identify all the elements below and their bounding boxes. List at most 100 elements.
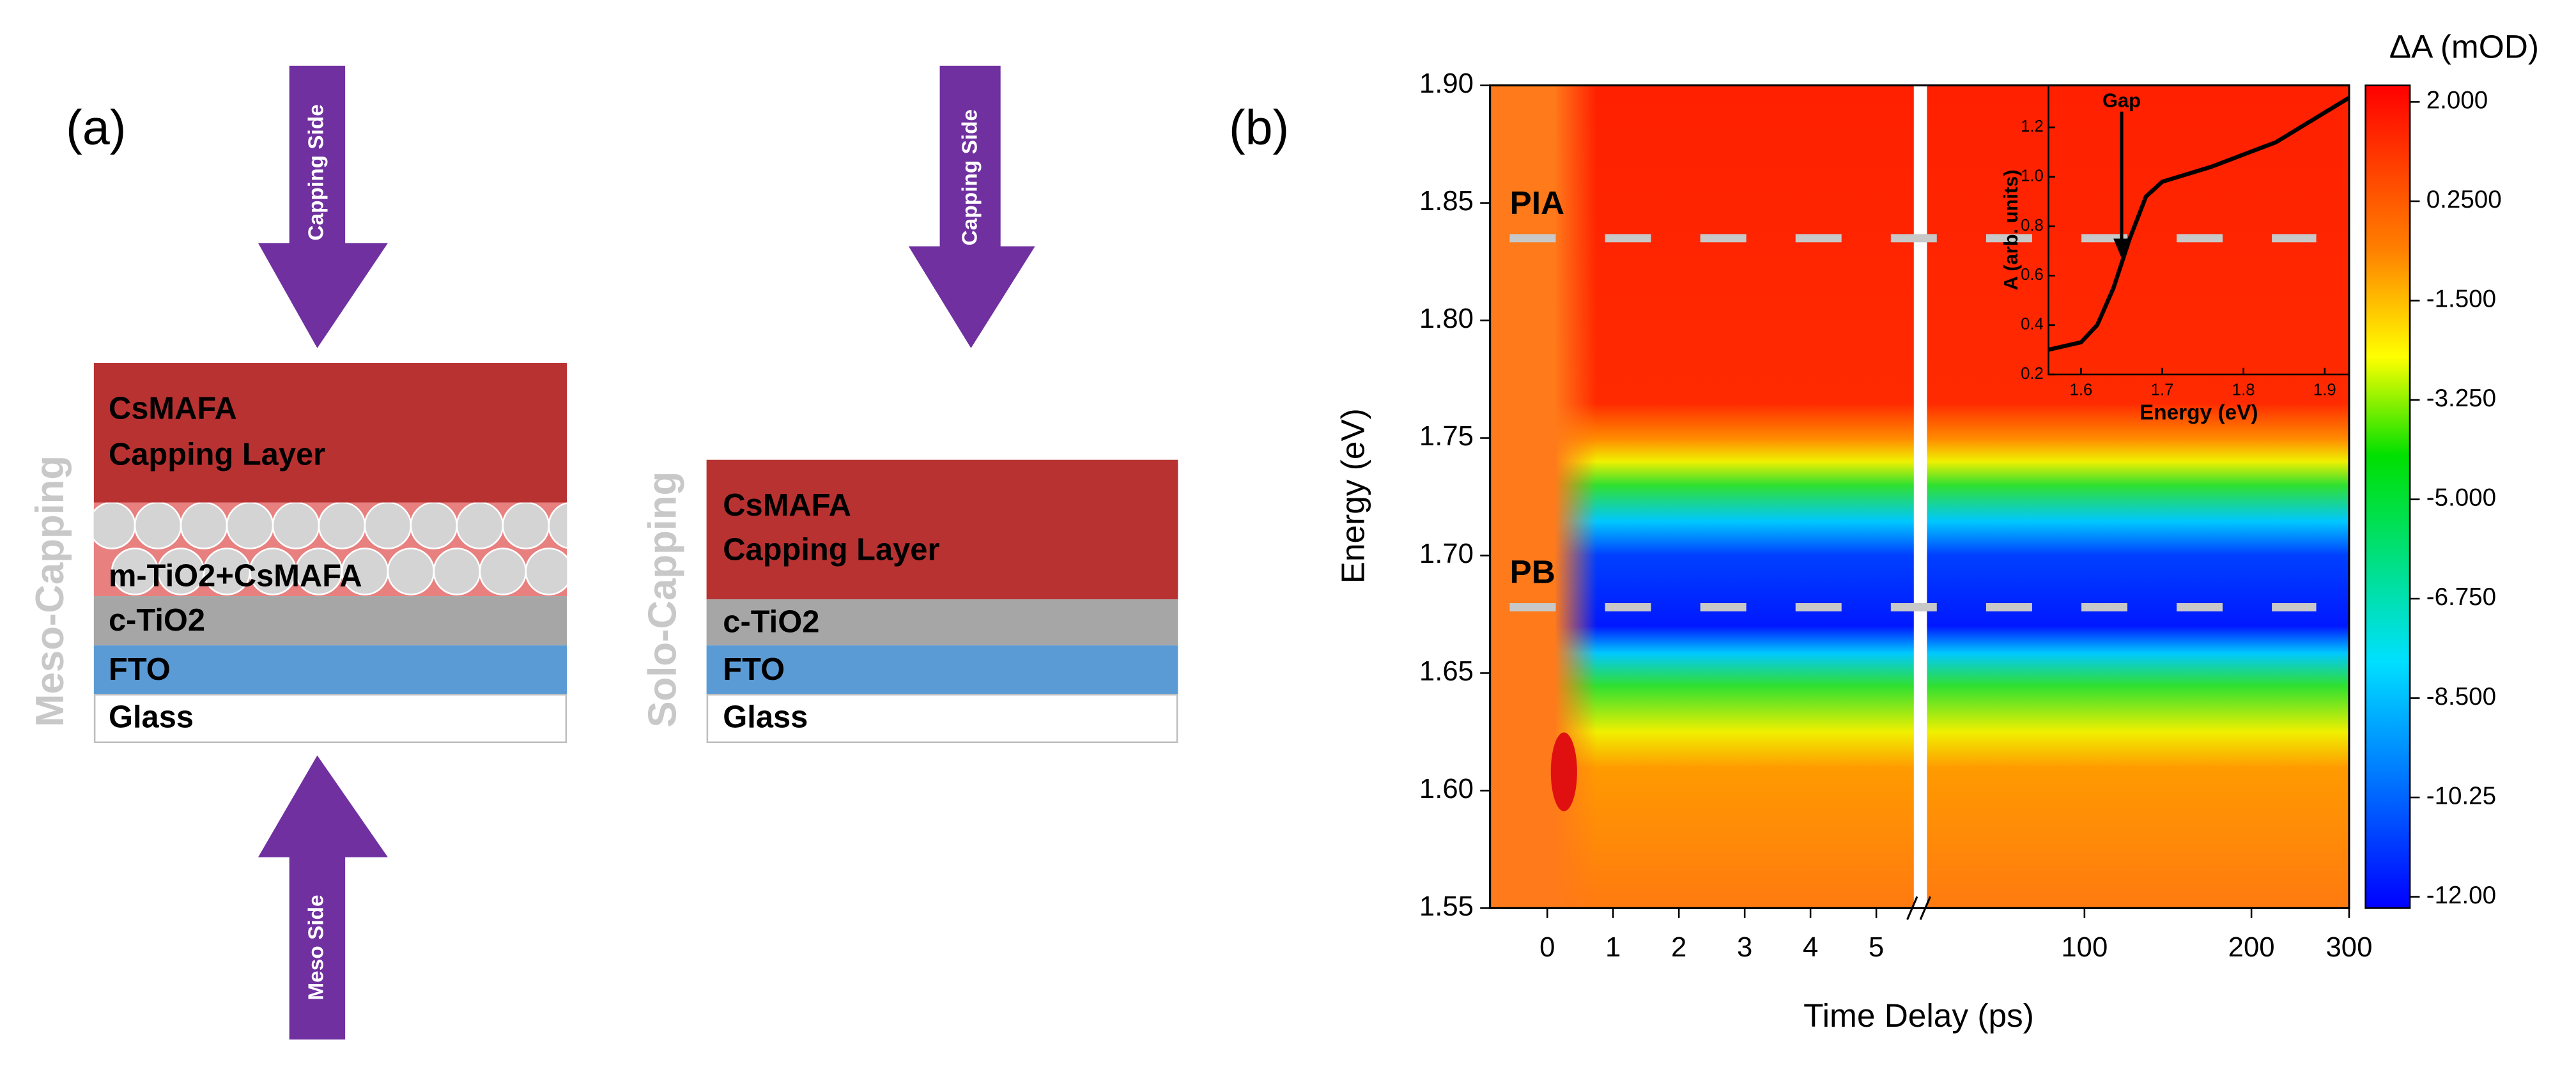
side-label: Solo-Capping bbox=[641, 472, 685, 728]
layer-label: Glass bbox=[723, 700, 808, 735]
x-tick-label: 300 bbox=[2325, 932, 2372, 963]
x-tick-label: 0 bbox=[1539, 932, 1555, 963]
y-tick-label: 1.70 bbox=[1419, 538, 1474, 569]
arrow bbox=[908, 65, 1035, 348]
inset-arrowhead bbox=[2113, 238, 2130, 259]
annotation: PB bbox=[1509, 553, 1555, 590]
y-tick-label: 1.60 bbox=[1419, 773, 1474, 804]
particles bbox=[93, 502, 618, 595]
x-tick-label: 1 bbox=[1605, 932, 1621, 963]
heatmap bbox=[1550, 732, 1577, 811]
layer bbox=[706, 599, 1178, 646]
y-tick-label: 1.90 bbox=[1419, 68, 1474, 99]
layer-label: CsMAFA bbox=[109, 391, 237, 426]
inset-y-tick-label: 0.6 bbox=[2021, 266, 2044, 284]
inset-y-title: A (arb. units) bbox=[2000, 169, 2022, 290]
layer-label: FTO bbox=[109, 652, 171, 687]
x-axis-title: Time Delay (ps) bbox=[1803, 997, 2034, 1034]
particle bbox=[502, 502, 550, 549]
x-tick-label: 4 bbox=[1803, 932, 1818, 963]
inset-x-tick-label: 1.9 bbox=[2313, 381, 2336, 399]
heatmap bbox=[1490, 85, 1556, 909]
inset-x-tick-label: 1.8 bbox=[2232, 381, 2255, 399]
colorbar-tick-label: 2.000 bbox=[2426, 87, 2488, 114]
inset-y-tick-label: 0.2 bbox=[2021, 365, 2044, 383]
colorbar-tick-label: -6.750 bbox=[2426, 583, 2496, 611]
particle bbox=[387, 548, 435, 595]
colorbar-tick-label: -5.000 bbox=[2426, 484, 2496, 512]
axis-break bbox=[1913, 85, 1927, 909]
layer bbox=[706, 645, 1178, 695]
layer-label: c-TiO2 bbox=[109, 603, 205, 638]
layer bbox=[93, 693, 567, 744]
inset-x-tick-label: 1.7 bbox=[2151, 381, 2174, 399]
layer-label: Capping Layer bbox=[723, 533, 939, 567]
inset-y-tick-label: 0.8 bbox=[2021, 217, 2044, 234]
particle bbox=[364, 502, 412, 549]
particle bbox=[572, 548, 618, 594]
colorbar-title: ΔA (mOD) bbox=[2389, 28, 2539, 65]
y-axis-title: Energy (eV) bbox=[1334, 408, 1371, 583]
colorbar-tick-label: -10.25 bbox=[2426, 782, 2496, 809]
arrow-label: Capping Side bbox=[958, 109, 982, 245]
inset-annotation: Gap bbox=[2102, 89, 2141, 112]
x-tick-label: 100 bbox=[2061, 932, 2108, 963]
y-tick-label: 1.65 bbox=[1419, 656, 1474, 687]
layer bbox=[93, 596, 567, 646]
layer-label: Glass bbox=[109, 700, 194, 735]
side-label: Meso-Capping bbox=[28, 456, 72, 727]
arrow bbox=[258, 755, 388, 1040]
layer-label: FTO bbox=[723, 652, 785, 687]
colorbar-tick-label: -12.00 bbox=[2426, 882, 2496, 909]
x-tick-label: 3 bbox=[1737, 932, 1752, 963]
particle bbox=[272, 502, 320, 549]
y-tick-label: 1.55 bbox=[1419, 891, 1474, 922]
inset-y-tick-label: 1.0 bbox=[2021, 167, 2044, 185]
particle bbox=[180, 502, 228, 549]
arrow bbox=[258, 65, 388, 348]
colorbar-tick-label: 0.2500 bbox=[2426, 186, 2502, 213]
particle bbox=[134, 502, 182, 549]
inset-y-tick-label: 1.2 bbox=[2021, 118, 2044, 135]
inset-x-tick-label: 1.6 bbox=[2070, 381, 2093, 399]
colorbar bbox=[2364, 84, 2411, 909]
layer bbox=[706, 693, 1178, 744]
y-tick-label: 1.85 bbox=[1419, 185, 1474, 217]
colorbar-tick-label: -8.500 bbox=[2426, 683, 2496, 710]
particle bbox=[525, 548, 567, 595]
layer bbox=[93, 363, 567, 503]
particle bbox=[93, 502, 136, 549]
x-tick-label: 200 bbox=[2228, 932, 2275, 963]
particle bbox=[410, 502, 458, 549]
layer-label: CsMAFA bbox=[723, 488, 851, 523]
particle bbox=[318, 502, 366, 549]
y-tick-label: 1.75 bbox=[1419, 420, 1474, 452]
inset-frame bbox=[2048, 84, 2350, 376]
layer bbox=[93, 645, 567, 695]
break-mark bbox=[1906, 896, 1931, 920]
colorbar-tick-label: -3.250 bbox=[2426, 385, 2496, 412]
x-tick-label: 2 bbox=[1671, 932, 1686, 963]
x-tick-label: 5 bbox=[1869, 932, 1884, 963]
arrow-label: Capping Side bbox=[304, 104, 328, 240]
inset-x-title: Energy (eV) bbox=[2140, 401, 2258, 425]
layer bbox=[706, 459, 1178, 600]
layer-label: Capping Layer bbox=[109, 437, 325, 472]
inset-y-tick-label: 0.4 bbox=[2021, 315, 2044, 333]
particle bbox=[479, 548, 527, 595]
y-tick-label: 1.80 bbox=[1419, 303, 1474, 334]
particle bbox=[456, 502, 504, 549]
particle bbox=[226, 502, 274, 549]
plot-frame bbox=[1489, 84, 2350, 909]
particle bbox=[433, 548, 481, 595]
particle bbox=[548, 502, 567, 549]
colorbar-tick-label: -1.500 bbox=[2426, 286, 2496, 313]
annotation: PIA bbox=[1509, 184, 1564, 221]
arrow-label: Meso Side bbox=[304, 894, 328, 1000]
panel-label: (a) bbox=[66, 100, 126, 155]
panel-label: (b) bbox=[1229, 100, 1289, 155]
inset-line bbox=[2048, 96, 2350, 352]
layer-label: c-TiO2 bbox=[723, 605, 819, 640]
